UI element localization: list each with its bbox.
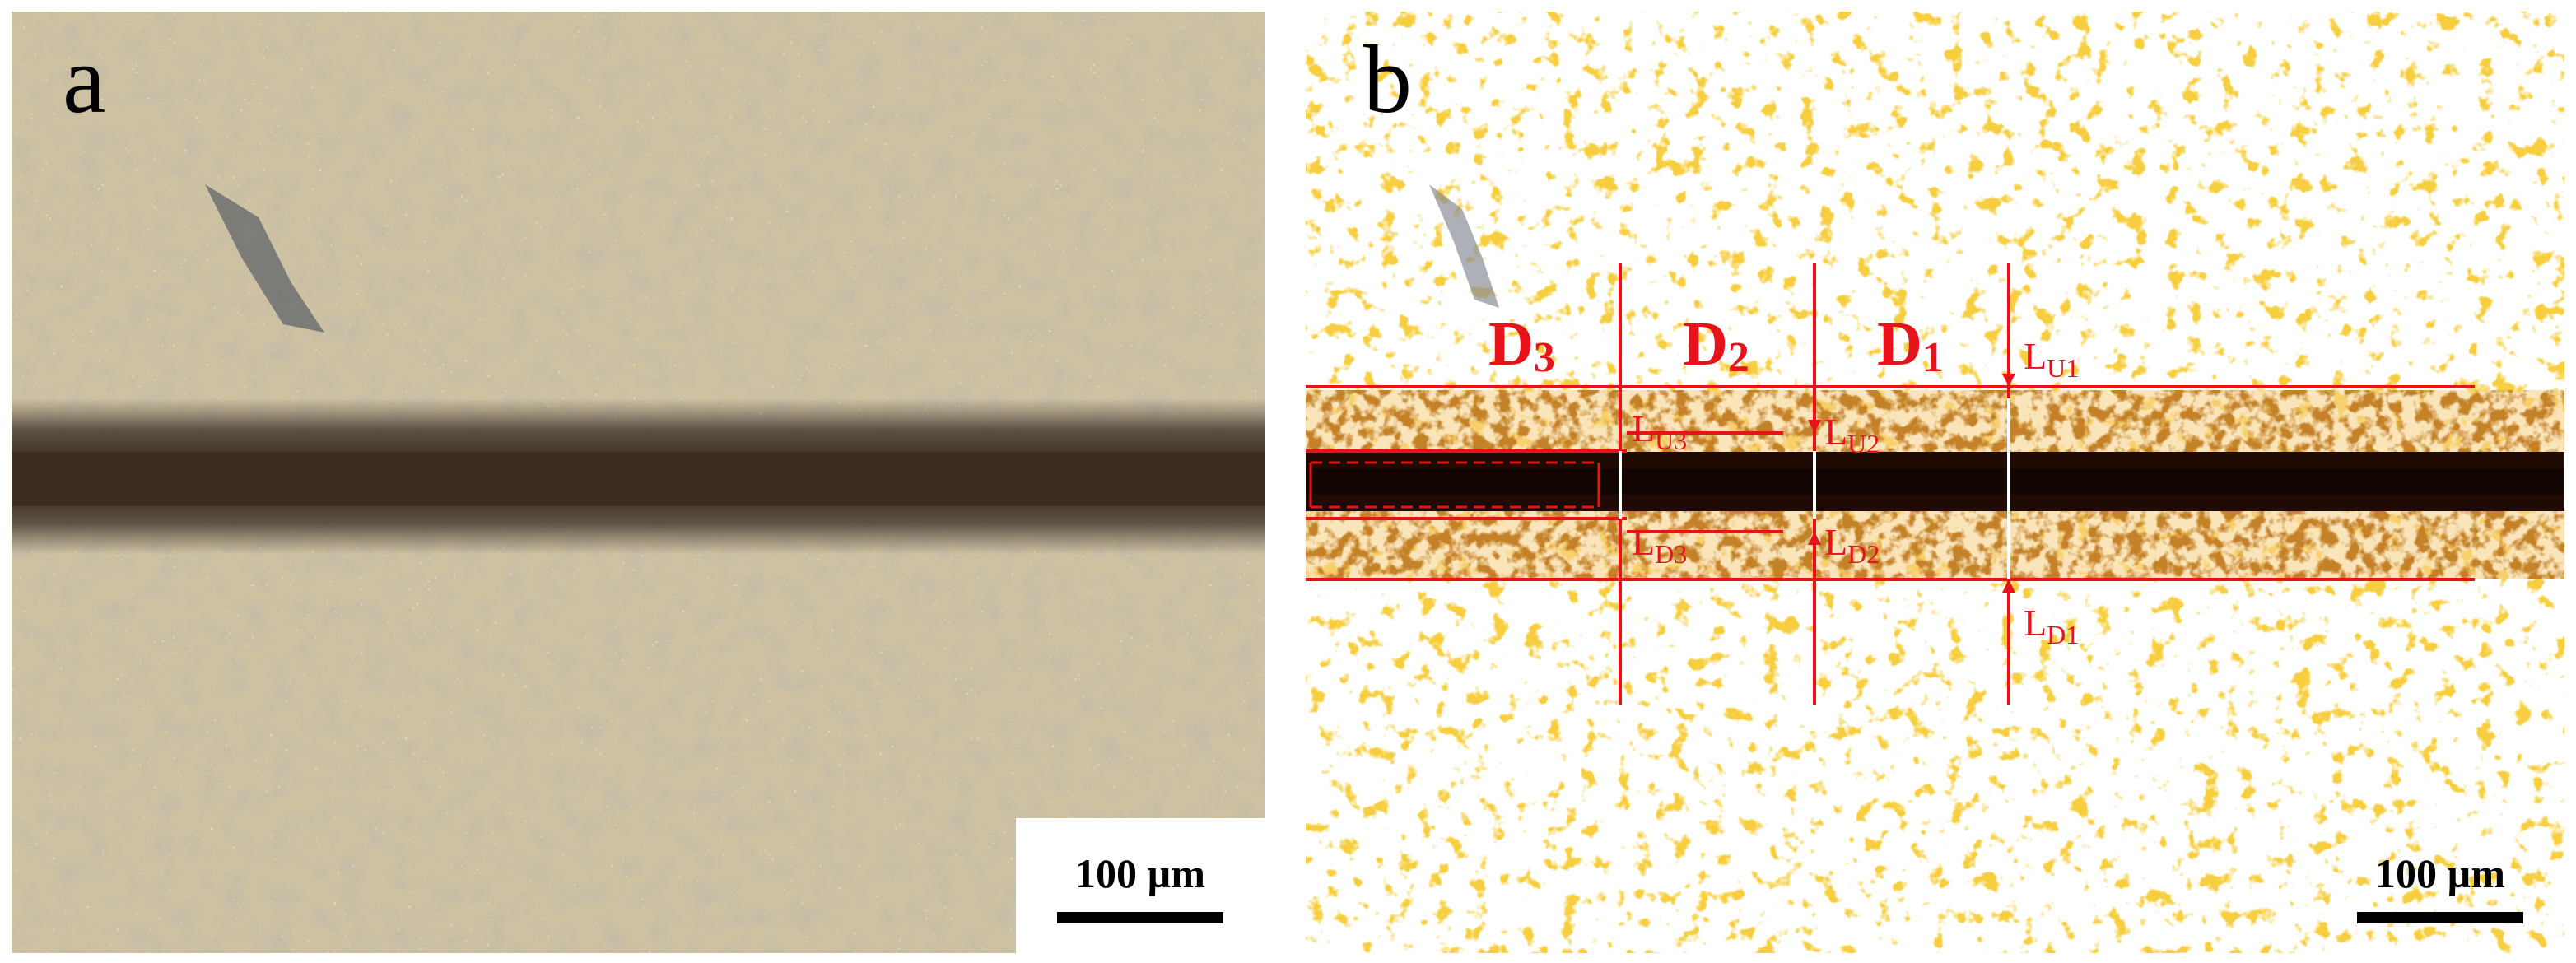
micrograph-a-image — [12, 12, 1265, 953]
panel-b-annotated: b D3 D2 D1 LU1 LU2 LU3 LD1 LD2 LD3 100 µ… — [1306, 12, 2564, 953]
length-label-lu2: LU2 — [1824, 411, 1880, 458]
scale-bar-line-b — [2357, 912, 2523, 923]
length-label-ld2: LD2 — [1824, 521, 1880, 569]
length-label-lu3: LU3 — [1632, 407, 1688, 455]
white-section-lines — [1619, 398, 2010, 579]
scale-bar-a: 100 µm — [1016, 818, 1265, 953]
region-label-d2: D2 — [1683, 309, 1749, 381]
scale-bar-b: 100 µm — [2316, 818, 2564, 953]
length-label-ld3: LD3 — [1632, 521, 1688, 569]
scale-bar-label-a: 100 µm — [1075, 850, 1205, 896]
region-label-d1: D1 — [1877, 309, 1944, 381]
region-label-d3: D3 — [1488, 309, 1555, 381]
scale-bar-label-b: 100 µm — [2375, 850, 2505, 896]
length-label-lu1: LU1 — [2024, 335, 2080, 383]
panel-label-a: a — [63, 26, 106, 133]
length-label-ld1: LD1 — [2024, 602, 2080, 649]
scale-bar-line-a — [1057, 912, 1223, 923]
micrograph-b-image — [1306, 12, 2564, 953]
panel-a-micrograph: a 100 µm — [12, 12, 1265, 953]
panel-label-b: b — [1363, 26, 1412, 133]
arrow-markers — [1808, 374, 2015, 593]
